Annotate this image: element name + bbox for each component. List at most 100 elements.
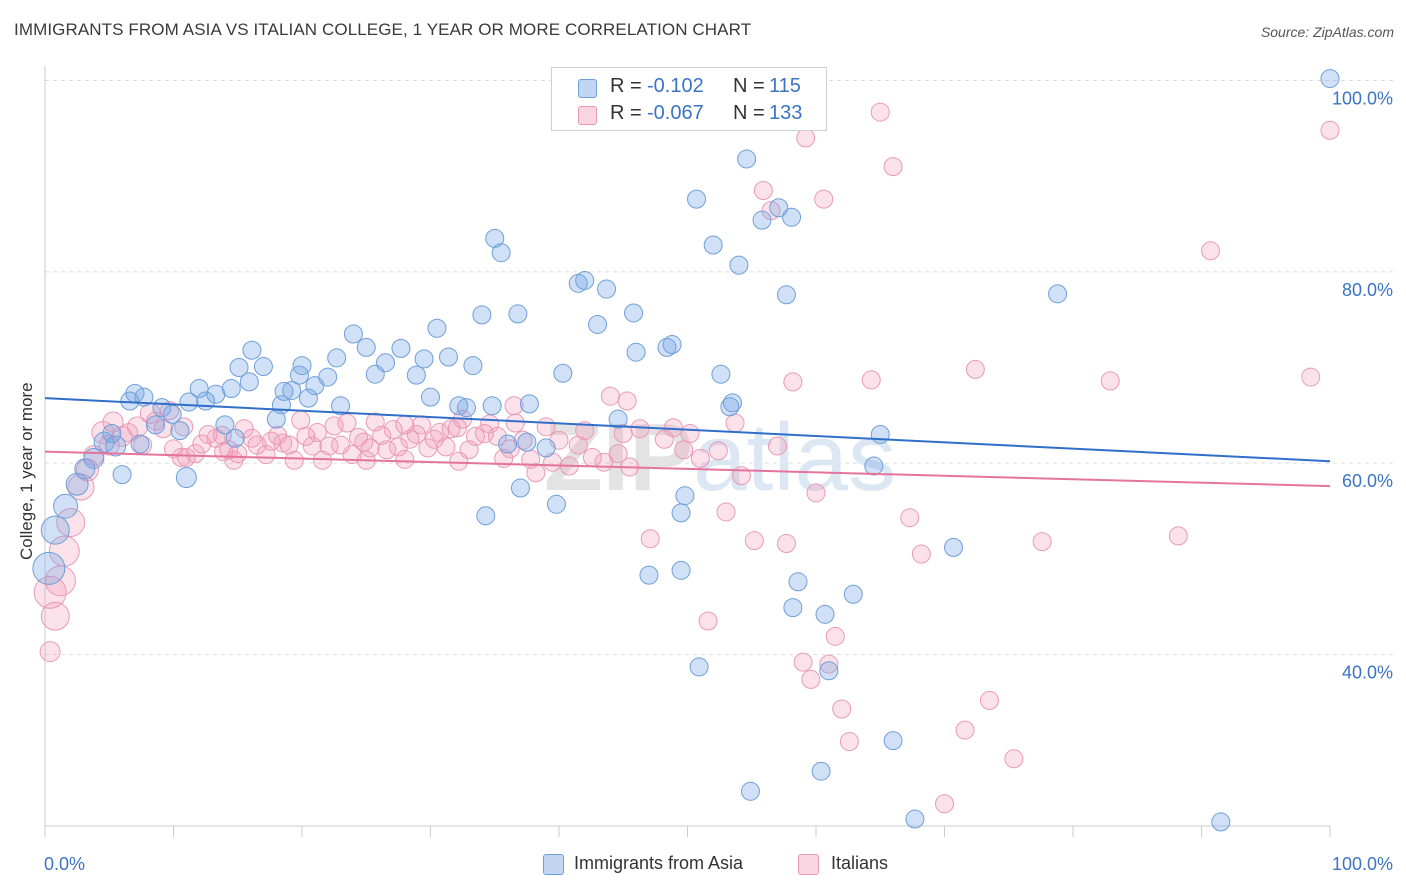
italians-point — [600, 386, 620, 406]
asia-point — [510, 478, 530, 498]
asia-point — [811, 761, 831, 781]
italians-point — [1168, 526, 1188, 546]
italians-point — [449, 451, 469, 471]
italians-point — [814, 189, 834, 209]
n-value: 133 — [769, 102, 803, 124]
asia-point — [253, 357, 273, 377]
asia-point — [134, 387, 154, 407]
asia-point — [318, 367, 338, 387]
italians-point — [819, 654, 839, 674]
asia-point — [449, 396, 469, 416]
asia-point — [162, 404, 182, 424]
asia-point — [1211, 812, 1231, 832]
italians-point — [324, 416, 344, 436]
asia-point — [146, 415, 166, 435]
italians-point — [56, 507, 86, 537]
asia-point — [476, 506, 496, 526]
asia-point — [421, 387, 440, 407]
asia-point — [215, 415, 235, 435]
italians-point — [185, 444, 205, 464]
italians-point — [883, 157, 903, 177]
italians-point — [273, 433, 293, 453]
italians-point — [698, 611, 718, 631]
asia-point — [105, 435, 127, 457]
legend-swatch-italians — [798, 854, 819, 875]
italians-point — [825, 626, 845, 646]
asia-point — [624, 303, 644, 323]
italians-point — [412, 415, 432, 435]
italians-point — [1301, 367, 1321, 387]
asia-point — [463, 356, 483, 376]
italians-point — [690, 448, 710, 468]
asia-point — [102, 424, 122, 444]
asia-point — [239, 372, 259, 392]
italians-point — [839, 732, 859, 752]
italians-point — [360, 438, 380, 458]
italians-point — [783, 372, 803, 392]
asia-point — [553, 363, 573, 383]
asia-point — [438, 347, 458, 367]
italians-point — [395, 415, 415, 435]
asia-point — [769, 198, 789, 218]
asia-point — [686, 189, 706, 209]
tick-labels: 40.0% 60.0% 80.0% 100.0% 0.0% 100.0% — [44, 89, 1393, 875]
italians-point — [436, 437, 456, 457]
italians-point — [911, 544, 931, 564]
asia-point — [671, 560, 691, 580]
asia-point — [242, 340, 262, 360]
italians-point — [487, 426, 507, 446]
asia-point — [740, 781, 760, 801]
asia-point — [783, 598, 803, 618]
n-label: N = — [733, 102, 765, 124]
italians-point — [630, 419, 650, 439]
r-value: -0.067 — [647, 102, 704, 124]
italians-point — [40, 601, 70, 631]
asia-point — [517, 432, 537, 452]
asia-point — [588, 314, 608, 334]
asia-point — [130, 434, 150, 454]
asia-point — [752, 210, 772, 230]
chart-title: IMMIGRANTS FROM ASIA VS ITALIAN COLLEGE,… — [14, 20, 752, 39]
italians-point — [291, 410, 311, 430]
italians-point — [284, 450, 304, 470]
italians-point — [806, 483, 826, 503]
asia-point — [639, 565, 659, 585]
italians-point — [793, 652, 813, 672]
asia-point — [843, 584, 863, 604]
asia-point — [327, 348, 347, 368]
asia-point — [788, 572, 808, 592]
italians-point — [767, 436, 787, 456]
asia-point — [671, 503, 691, 523]
italians-point — [640, 529, 660, 549]
italians-point — [680, 424, 700, 444]
asia-point — [391, 338, 411, 358]
italians-point — [935, 794, 954, 814]
italians-point — [870, 102, 890, 122]
asia-point — [298, 388, 318, 408]
italians-point — [965, 359, 985, 379]
italians-point — [568, 435, 588, 455]
asia-point — [406, 365, 426, 385]
asia-point — [662, 335, 682, 355]
italians-point — [296, 426, 316, 446]
italians-point — [832, 699, 852, 719]
asia-point — [864, 456, 884, 476]
x-tick-label: 100.0% — [1332, 854, 1393, 874]
asia-point — [189, 379, 209, 399]
asia-point — [819, 661, 839, 681]
asia-point — [870, 424, 890, 444]
italians-point — [383, 420, 403, 440]
asia-point — [221, 379, 241, 399]
stats-legend: R = -0.102 N = 115 R = -0.067 N = 133 — [551, 67, 827, 131]
italians-point — [1004, 749, 1024, 769]
asia-point — [274, 381, 294, 401]
asia-point — [519, 394, 539, 414]
asia-point — [1320, 69, 1340, 89]
italians-point — [1100, 371, 1120, 391]
asia-point — [356, 337, 376, 357]
italians-point — [674, 440, 694, 460]
italians-point — [127, 416, 149, 438]
italians-point — [608, 444, 628, 464]
italians-point — [279, 435, 299, 455]
italians-point — [575, 421, 595, 441]
